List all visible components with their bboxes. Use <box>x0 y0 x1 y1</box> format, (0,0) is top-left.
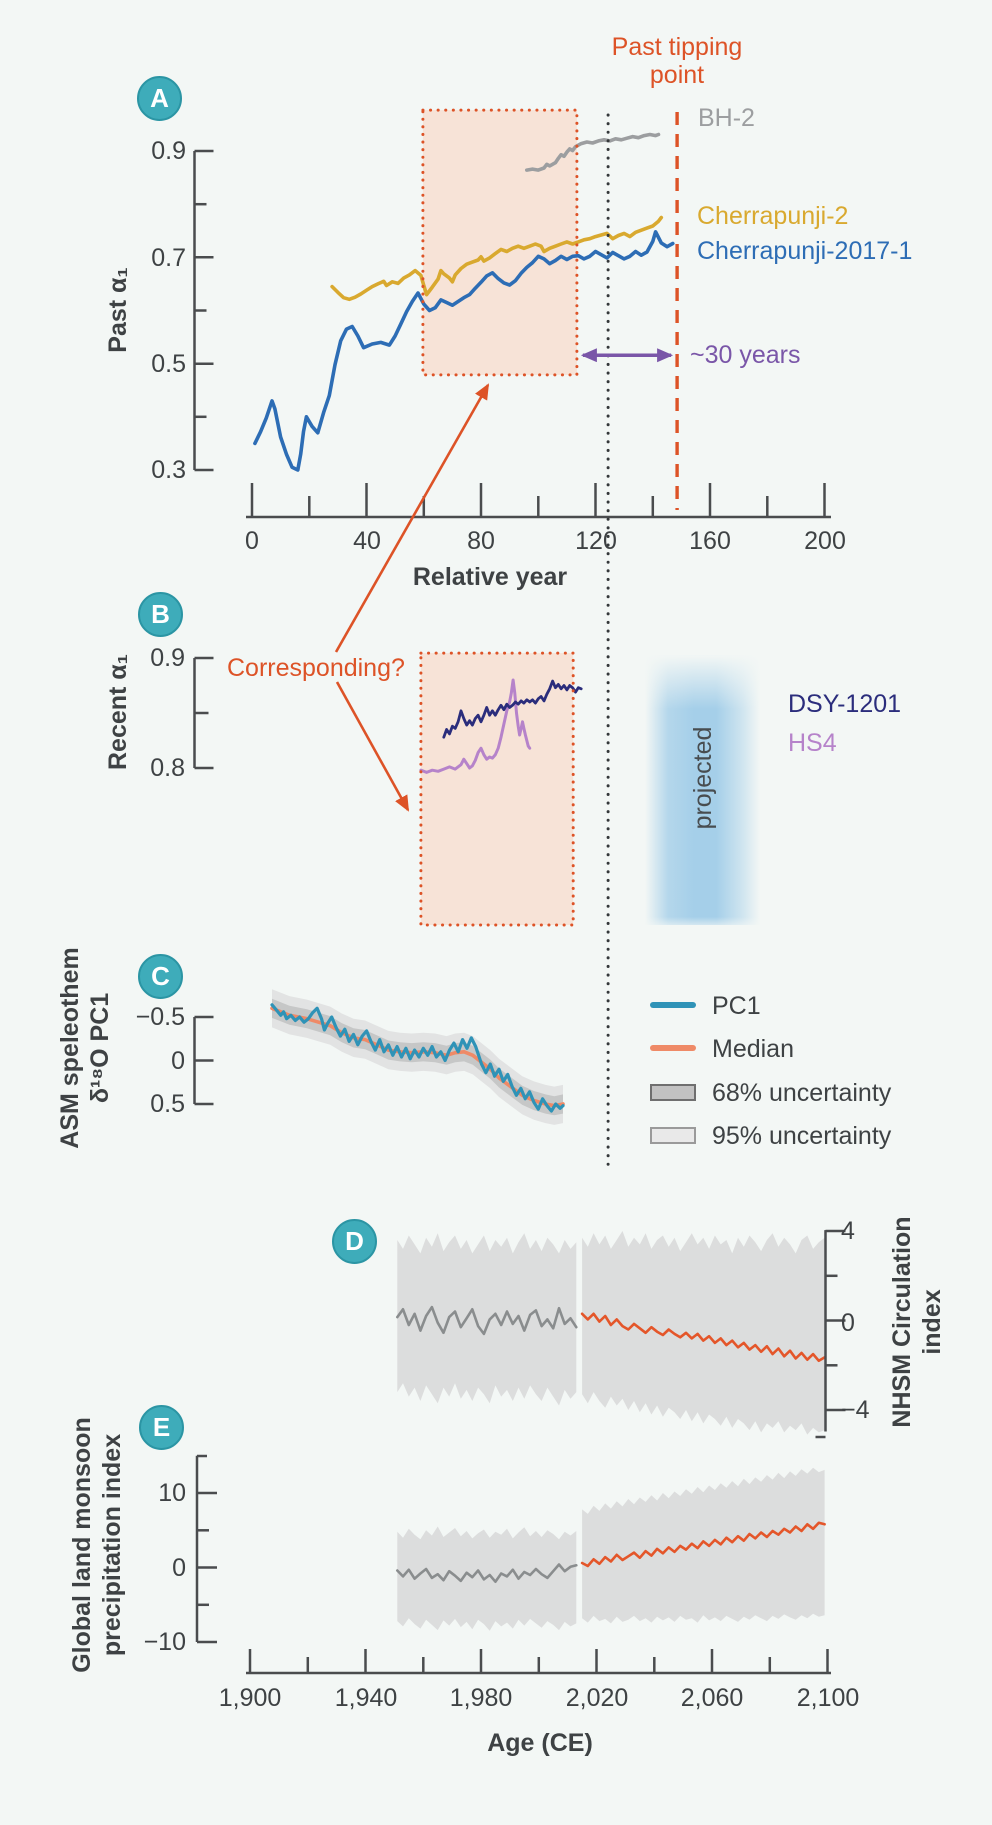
age-xtick-2060: 2,060 <box>680 1684 744 1712</box>
a-highlight-border <box>421 108 579 377</box>
b-ytick-0.8: 0.8 <box>150 754 185 782</box>
a-cherrapunji2-line <box>330 215 664 302</box>
projected-band-fade <box>645 655 761 925</box>
series-label-hs4: HS4 <box>788 729 837 757</box>
past-tipping-line2: point <box>649 61 705 89</box>
c-yaxis-title-line1: ASM speleothem <box>56 947 84 1149</box>
series-label-dsy1201: DSY-1201 <box>788 690 902 718</box>
c-pc1-line <box>270 1003 565 1113</box>
legend-label-95: 95% uncertainty <box>712 1122 892 1150</box>
d-ytick-0: 0 <box>841 1309 855 1337</box>
a-xtick-80: 80 <box>467 527 495 555</box>
e-yaxis-title-line1: Global land monsoon <box>68 1417 96 1673</box>
c-ytick-0.5: 0.5 <box>150 1090 185 1118</box>
a-xaxis-title: Relative year <box>412 563 568 591</box>
past-tipping-point-label: Past tipping point <box>557 33 797 89</box>
b-highlight-fill <box>420 653 574 925</box>
d-historical-line <box>396 1305 578 1336</box>
age-xtick-2020: 2,020 <box>565 1684 629 1712</box>
a-ytick-0.3: 0.3 <box>151 456 186 484</box>
b-hs4-line <box>419 678 532 774</box>
panel-e-badge: E <box>139 1405 184 1450</box>
a-xtick-200: 200 <box>804 527 846 555</box>
series-label-cherrapunji2: Cherrapunji-2 <box>697 202 849 230</box>
d-ytick-4: 4 <box>841 1217 855 1245</box>
legend-label-median: Median <box>712 1035 794 1063</box>
panel-a-badge: A <box>137 76 182 121</box>
legend-swatch-95 <box>650 1127 696 1144</box>
a-ytick-0.7: 0.7 <box>151 244 186 272</box>
age-xtick-1900: 1,900 <box>218 1684 282 1712</box>
e-band-projection <box>582 1467 825 1624</box>
projected-label: projected <box>689 726 717 830</box>
corresponding-label: Corresponding? <box>227 654 405 682</box>
d-ytick-neg4: −4 <box>841 1396 870 1424</box>
a-xtick-160: 160 <box>689 527 731 555</box>
panel-b-badge: B <box>138 592 183 637</box>
b-ytick-0.9: 0.9 <box>150 644 185 672</box>
age-xtick-1940: 1,940 <box>334 1684 398 1712</box>
b-dsy1201-line <box>442 679 583 739</box>
panel-c-badge: C <box>138 954 183 999</box>
legend-swatch-median <box>650 1045 696 1051</box>
e-ytick-10: 10 <box>158 1479 186 1507</box>
d-band-historical <box>397 1233 577 1406</box>
e-ytick-0: 0 <box>172 1554 186 1582</box>
a-xtick-0: 0 <box>245 527 259 555</box>
d-yaxis-title: NHSM Circulation index <box>887 1216 947 1427</box>
d-yaxis-title-line1: NHSM Circulation <box>888 1216 916 1428</box>
panel-d-badge: D <box>332 1219 377 1264</box>
age-xtick-1980: 1,980 <box>449 1684 513 1712</box>
a-ytick-0.5: 0.5 <box>151 350 186 378</box>
a-bh2-line <box>525 132 661 172</box>
legend-label-pc1: PC1 <box>712 992 761 1020</box>
corresponding-arrow-down <box>335 681 410 812</box>
d-band-projection <box>582 1231 825 1435</box>
e-ytick-neg10: −10 <box>143 1628 186 1656</box>
d-yaxis-title-line2: index <box>918 1289 946 1355</box>
thirty-years-label: ~30 years <box>690 341 801 369</box>
a-cherrapunji2017-line <box>253 230 675 472</box>
a-yaxis-title: Past α₁ <box>104 267 132 353</box>
a-xtick-120: 120 <box>575 527 617 555</box>
e-projection-line <box>580 1521 826 1568</box>
b-highlight-border <box>419 651 575 927</box>
c-ytick-0: 0 <box>171 1047 185 1075</box>
e-historical-line <box>396 1563 578 1583</box>
a-ytick-0.9: 0.9 <box>151 137 186 165</box>
a-xtick-40: 40 <box>353 527 381 555</box>
legend-label-68: 68% uncertainty <box>712 1079 892 1107</box>
age-axis-title: Age (CE) <box>487 1729 593 1757</box>
age-xtick-2100: 2,100 <box>796 1684 860 1712</box>
a-highlight-fill <box>422 110 577 375</box>
legend-swatch-pc1 <box>650 1002 696 1008</box>
c-ytick-neg0.5: −0.5 <box>135 1003 185 1031</box>
series-label-cherrapunji2017: Cherrapunji-2017-1 <box>697 237 913 265</box>
legend-swatch-68 <box>650 1084 696 1101</box>
corresponding-arrow-up <box>334 383 490 653</box>
past-tipping-line1: Past tipping <box>611 33 743 61</box>
series-label-bh2: BH-2 <box>698 104 755 132</box>
d-projection-line <box>580 1312 826 1363</box>
